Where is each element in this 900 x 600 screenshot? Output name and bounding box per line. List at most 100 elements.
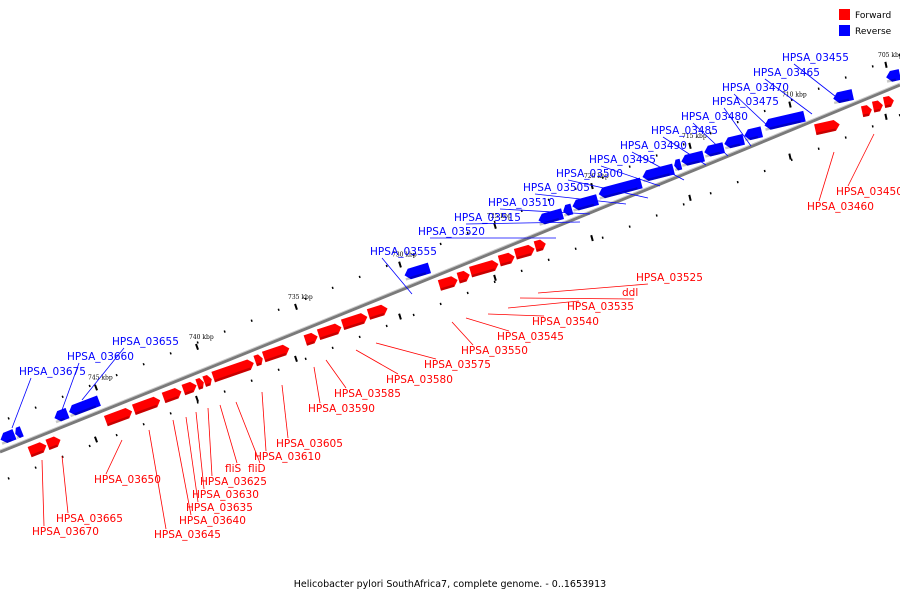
reverse-gene-arrow[interactable] xyxy=(403,262,432,281)
forward-gene-arrow[interactable] xyxy=(497,251,516,267)
gene-label-hpsa-03605[interactable]: HPSA_03605 xyxy=(276,438,343,450)
forward-gene-arrow[interactable] xyxy=(871,100,884,113)
gene-label-hpsa-03640[interactable]: HPSA_03640 xyxy=(179,515,246,527)
scale-tick xyxy=(590,234,594,242)
reverse-gene-arrow[interactable] xyxy=(703,142,726,157)
scale-dot xyxy=(709,132,712,135)
reverse-gene-arrow[interactable] xyxy=(743,126,764,141)
gene-label-hpsa-03480[interactable]: HPSA_03480 xyxy=(681,111,748,123)
reverse-gene-arrow[interactable] xyxy=(13,426,24,439)
scale-dot xyxy=(466,231,469,235)
gene-arrow-shade xyxy=(744,135,759,142)
gene-label-hpsa-03550[interactable]: HPSA_03550 xyxy=(461,345,528,357)
gene-label-ddl[interactable]: ddl xyxy=(622,287,638,299)
gene-label-hpsa-03650[interactable]: HPSA_03650 xyxy=(94,474,161,486)
gene-label-hpsa-03515[interactable]: HPSA_03515 xyxy=(454,212,521,224)
forward-gene-arrow[interactable] xyxy=(456,269,472,284)
leader-line-hpsa-03545 xyxy=(465,317,510,332)
gene-label-hpsa-03655[interactable]: HPSA_03655 xyxy=(112,336,179,348)
forward-gene-arrow[interactable] xyxy=(195,377,205,390)
leader-line-hpsa-03500 xyxy=(567,179,649,199)
gene-label-hpsa-03475[interactable]: HPSA_03475 xyxy=(712,96,779,108)
gene-label-flis[interactable]: fliS xyxy=(225,463,242,475)
gene-label-hpsa-03485[interactable]: HPSA_03485 xyxy=(651,125,718,137)
forward-gene-arrow[interactable] xyxy=(437,275,459,291)
reverse-gene-arrow[interactable] xyxy=(680,150,705,167)
gene-label-hpsa-03545[interactable]: HPSA_03545 xyxy=(497,331,564,343)
forward-gene-arrow[interactable] xyxy=(303,331,320,346)
gene-label-hpsa-03510[interactable]: HPSA_03510 xyxy=(488,197,555,209)
scale-label: 725 kbp xyxy=(487,213,512,220)
forward-gene-arrow[interactable] xyxy=(860,104,873,118)
reverse-gene-arrow[interactable] xyxy=(673,158,683,171)
gene-label-flid[interactable]: fliD xyxy=(248,463,266,475)
forward-gene-arrow[interactable] xyxy=(814,119,841,136)
gene-label-hpsa-03610[interactable]: HPSA_03610 xyxy=(254,451,321,463)
gene-label-hpsa-03495[interactable]: HPSA_03495 xyxy=(589,154,656,166)
scale-dot xyxy=(61,395,64,399)
forward-gene-arrow[interactable] xyxy=(469,259,500,278)
gene-label-hpsa-03665[interactable]: HPSA_03665 xyxy=(56,513,123,525)
scale-dot xyxy=(34,406,37,409)
forward-gene-arrow[interactable] xyxy=(27,440,49,458)
gene-label-hpsa-03490[interactable]: HPSA_03490 xyxy=(620,140,687,152)
scale-tick xyxy=(493,274,497,281)
gene-label-hpsa-03670[interactable]: HPSA_03670 xyxy=(32,526,99,538)
scale-dot xyxy=(871,125,874,128)
reverse-gene-arrow[interactable] xyxy=(0,429,17,445)
forward-gene-arrow[interactable] xyxy=(366,303,389,320)
gene-label-hpsa-03625[interactable]: HPSA_03625 xyxy=(200,476,267,488)
scale-tick xyxy=(493,222,497,229)
forward-gene-arrow[interactable] xyxy=(161,386,184,404)
gene-arrow-shade xyxy=(536,247,544,252)
gene-label-hpsa-03575[interactable]: HPSA_03575 xyxy=(424,359,491,371)
forward-gene-arrow[interactable] xyxy=(253,353,264,367)
forward-gene-arrow[interactable] xyxy=(316,322,343,340)
forward-gene-arrow[interactable] xyxy=(882,95,895,108)
gene-label-hpsa-03630[interactable]: HPSA_03630 xyxy=(192,489,259,501)
gene-label-hpsa-03470[interactable]: HPSA_03470 xyxy=(722,82,789,94)
gene-label-hpsa-03450[interactable]: HPSA_03450 xyxy=(836,186,900,198)
gene-label-hpsa-03675[interactable]: HPSA_03675 xyxy=(19,366,86,378)
forward-gene-arrow[interactable] xyxy=(340,312,369,331)
legend-reverse-swatch xyxy=(839,25,850,36)
gene-label-hpsa-03535[interactable]: HPSA_03535 xyxy=(567,301,634,313)
reverse-gene-arrow[interactable] xyxy=(67,395,101,418)
leader-line-hpsa-03665 xyxy=(61,455,69,514)
reverse-gene-arrow[interactable] xyxy=(52,407,70,423)
gene-arrow-shade xyxy=(48,444,58,451)
gene-label-hpsa-03540[interactable]: HPSA_03540 xyxy=(532,316,599,328)
reverse-gene-arrow[interactable] xyxy=(763,110,806,131)
scale-dot xyxy=(709,192,712,195)
gene-label-hpsa-03500[interactable]: HPSA_03500 xyxy=(556,168,623,180)
reverse-gene-arrow[interactable] xyxy=(571,194,599,211)
forward-gene-arrow[interactable] xyxy=(261,343,291,363)
forward-gene-arrow[interactable] xyxy=(513,244,536,260)
gene-label-hpsa-03590[interactable]: HPSA_03590 xyxy=(308,403,375,415)
reverse-gene-arrow[interactable] xyxy=(832,89,854,104)
gene-label-hpsa-03460[interactable]: HPSA_03460 xyxy=(807,201,874,213)
forward-gene-arrow[interactable] xyxy=(103,406,134,427)
gene-label-hpsa-03520[interactable]: HPSA_03520 xyxy=(418,226,485,238)
gene-label-hpsa-03660[interactable]: HPSA_03660 xyxy=(67,351,134,363)
reverse-gene-arrow[interactable] xyxy=(885,69,900,83)
gene-label-hpsa-03455[interactable]: HPSA_03455 xyxy=(782,52,849,64)
reverse-gene-arrow[interactable] xyxy=(641,163,675,183)
gene-label-hpsa-03585[interactable]: HPSA_03585 xyxy=(334,388,401,400)
reverse-gene-arrow[interactable] xyxy=(723,133,746,149)
forward-gene-arrow[interactable] xyxy=(131,395,162,415)
forward-gene-arrow[interactable] xyxy=(533,238,548,252)
forward-gene-arrow[interactable] xyxy=(202,374,213,387)
reverse-gene-arrow[interactable] xyxy=(597,177,643,200)
forward-gene-arrow[interactable] xyxy=(211,358,255,383)
forward-gene-arrow[interactable] xyxy=(45,435,62,451)
gene-label-hpsa-03525[interactable]: HPSA_03525 xyxy=(636,272,703,284)
gene-label-hpsa-03580[interactable]: HPSA_03580 xyxy=(386,374,453,386)
gene-label-hpsa-03465[interactable]: HPSA_03465 xyxy=(753,67,820,79)
gene-label-hpsa-03645[interactable]: HPSA_03645 xyxy=(154,529,221,541)
gene-label-hpsa-03635[interactable]: HPSA_03635 xyxy=(186,502,253,514)
gene-label-hpsa-03505[interactable]: HPSA_03505 xyxy=(523,182,590,194)
scale-dot xyxy=(358,275,361,279)
forward-gene-arrow[interactable] xyxy=(181,380,199,396)
gene-label-hpsa-03555[interactable]: HPSA_03555 xyxy=(370,246,437,258)
